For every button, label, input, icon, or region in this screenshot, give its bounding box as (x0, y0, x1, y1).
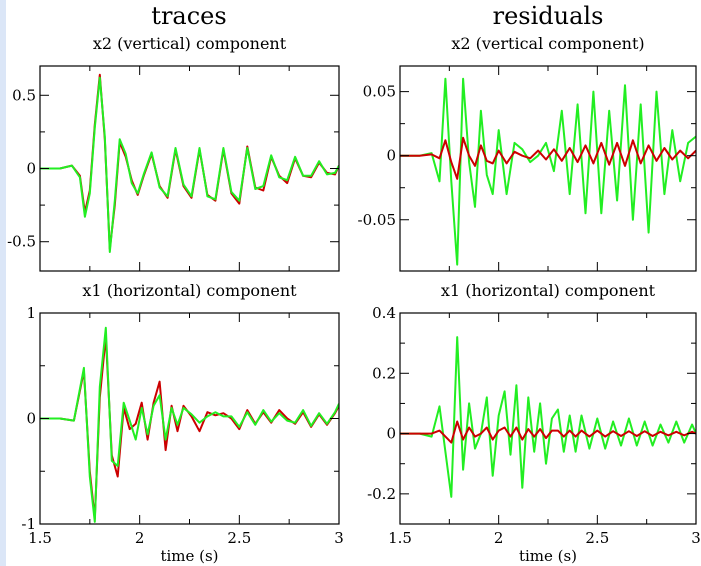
residuals-x1-frame (399, 312, 697, 525)
traces-x1-ytick-label: 0 (26, 410, 36, 428)
traces-x2-ytick-label: -0.5 (7, 233, 36, 251)
residuals-x2-ytick-label: 0.05 (363, 83, 396, 101)
traces-x1-series-green-line (40, 326, 339, 523)
residuals-x1-xlabel: time (s) (519, 547, 577, 565)
traces-x1-panel: x1 (horizontal) component 1.5 2 2.5 3 -1 0 1 tim… (21, 281, 343, 565)
residuals-x1-series-green-line (400, 336, 696, 498)
page-edge (0, 0, 6, 566)
residuals-x1-series-red-line (400, 420, 696, 444)
residuals-x1-subtitle: x1 (horizontal) component (441, 281, 656, 300)
traces-x2-subtitle: x2 (vertical) component (93, 34, 287, 53)
residuals-column-title: residuals (493, 2, 604, 30)
traces-x1-xtick-label: 2.5 (227, 529, 251, 547)
traces-x1-xtick-label: 3 (334, 529, 344, 547)
traces-x2-frame (39, 65, 340, 272)
residuals-x1-ytick-label: 0 (386, 425, 396, 443)
residuals-x2-series-green-line (400, 77, 696, 266)
residuals-x2-panel: x2 (vertical component) -0.05 0 0.05 (358, 34, 697, 272)
residuals-x1-ytick-label: 0.4 (372, 304, 396, 322)
traces-column-title: traces (151, 2, 226, 30)
traces-x1-ytick-label: -1 (21, 515, 36, 533)
residuals-x1-ytick-label: 0.2 (372, 364, 396, 382)
traces-x1-ytick-label: 1 (26, 304, 36, 322)
residuals-x2-series-red-line (400, 136, 696, 180)
traces-x1-subtitle: x1 (horizontal) component (82, 281, 297, 300)
residuals-x2-ytick-label: 0 (386, 147, 396, 165)
traces-x2-series-green-line (40, 76, 339, 253)
residuals-x1-xtick-label: 1.5 (388, 529, 412, 547)
residuals-x1-ytick-label: -0.2 (367, 485, 396, 503)
traces-x2-panel: x2 (vertical) component -0.5 0 0.5 (7, 34, 340, 272)
traces-x1-frame (39, 312, 340, 525)
residuals-x1-xtick-label: 3 (691, 529, 701, 547)
traces-x1-xtick-label: 2 (135, 529, 145, 547)
residuals-x1-xtick-label: 2.5 (585, 529, 609, 547)
traces-x2-ytick-label: 0.5 (12, 86, 36, 104)
residuals-x2-ytick-label: -0.05 (358, 211, 396, 229)
residuals-x1-xtick-label: 2 (494, 529, 504, 547)
traces-x1-series-red-line (40, 335, 339, 520)
traces-x2-ytick-label: 0 (26, 160, 36, 178)
traces-x1-xtick-label: 1.5 (28, 529, 52, 547)
residuals-x2-subtitle: x2 (vertical component) (451, 34, 644, 53)
traces-x1-xlabel: time (s) (160, 547, 218, 565)
residuals-x1-panel: x1 (horizontal) component 1.5 2 2.5 3 -0.2 0 0.… (367, 281, 701, 565)
